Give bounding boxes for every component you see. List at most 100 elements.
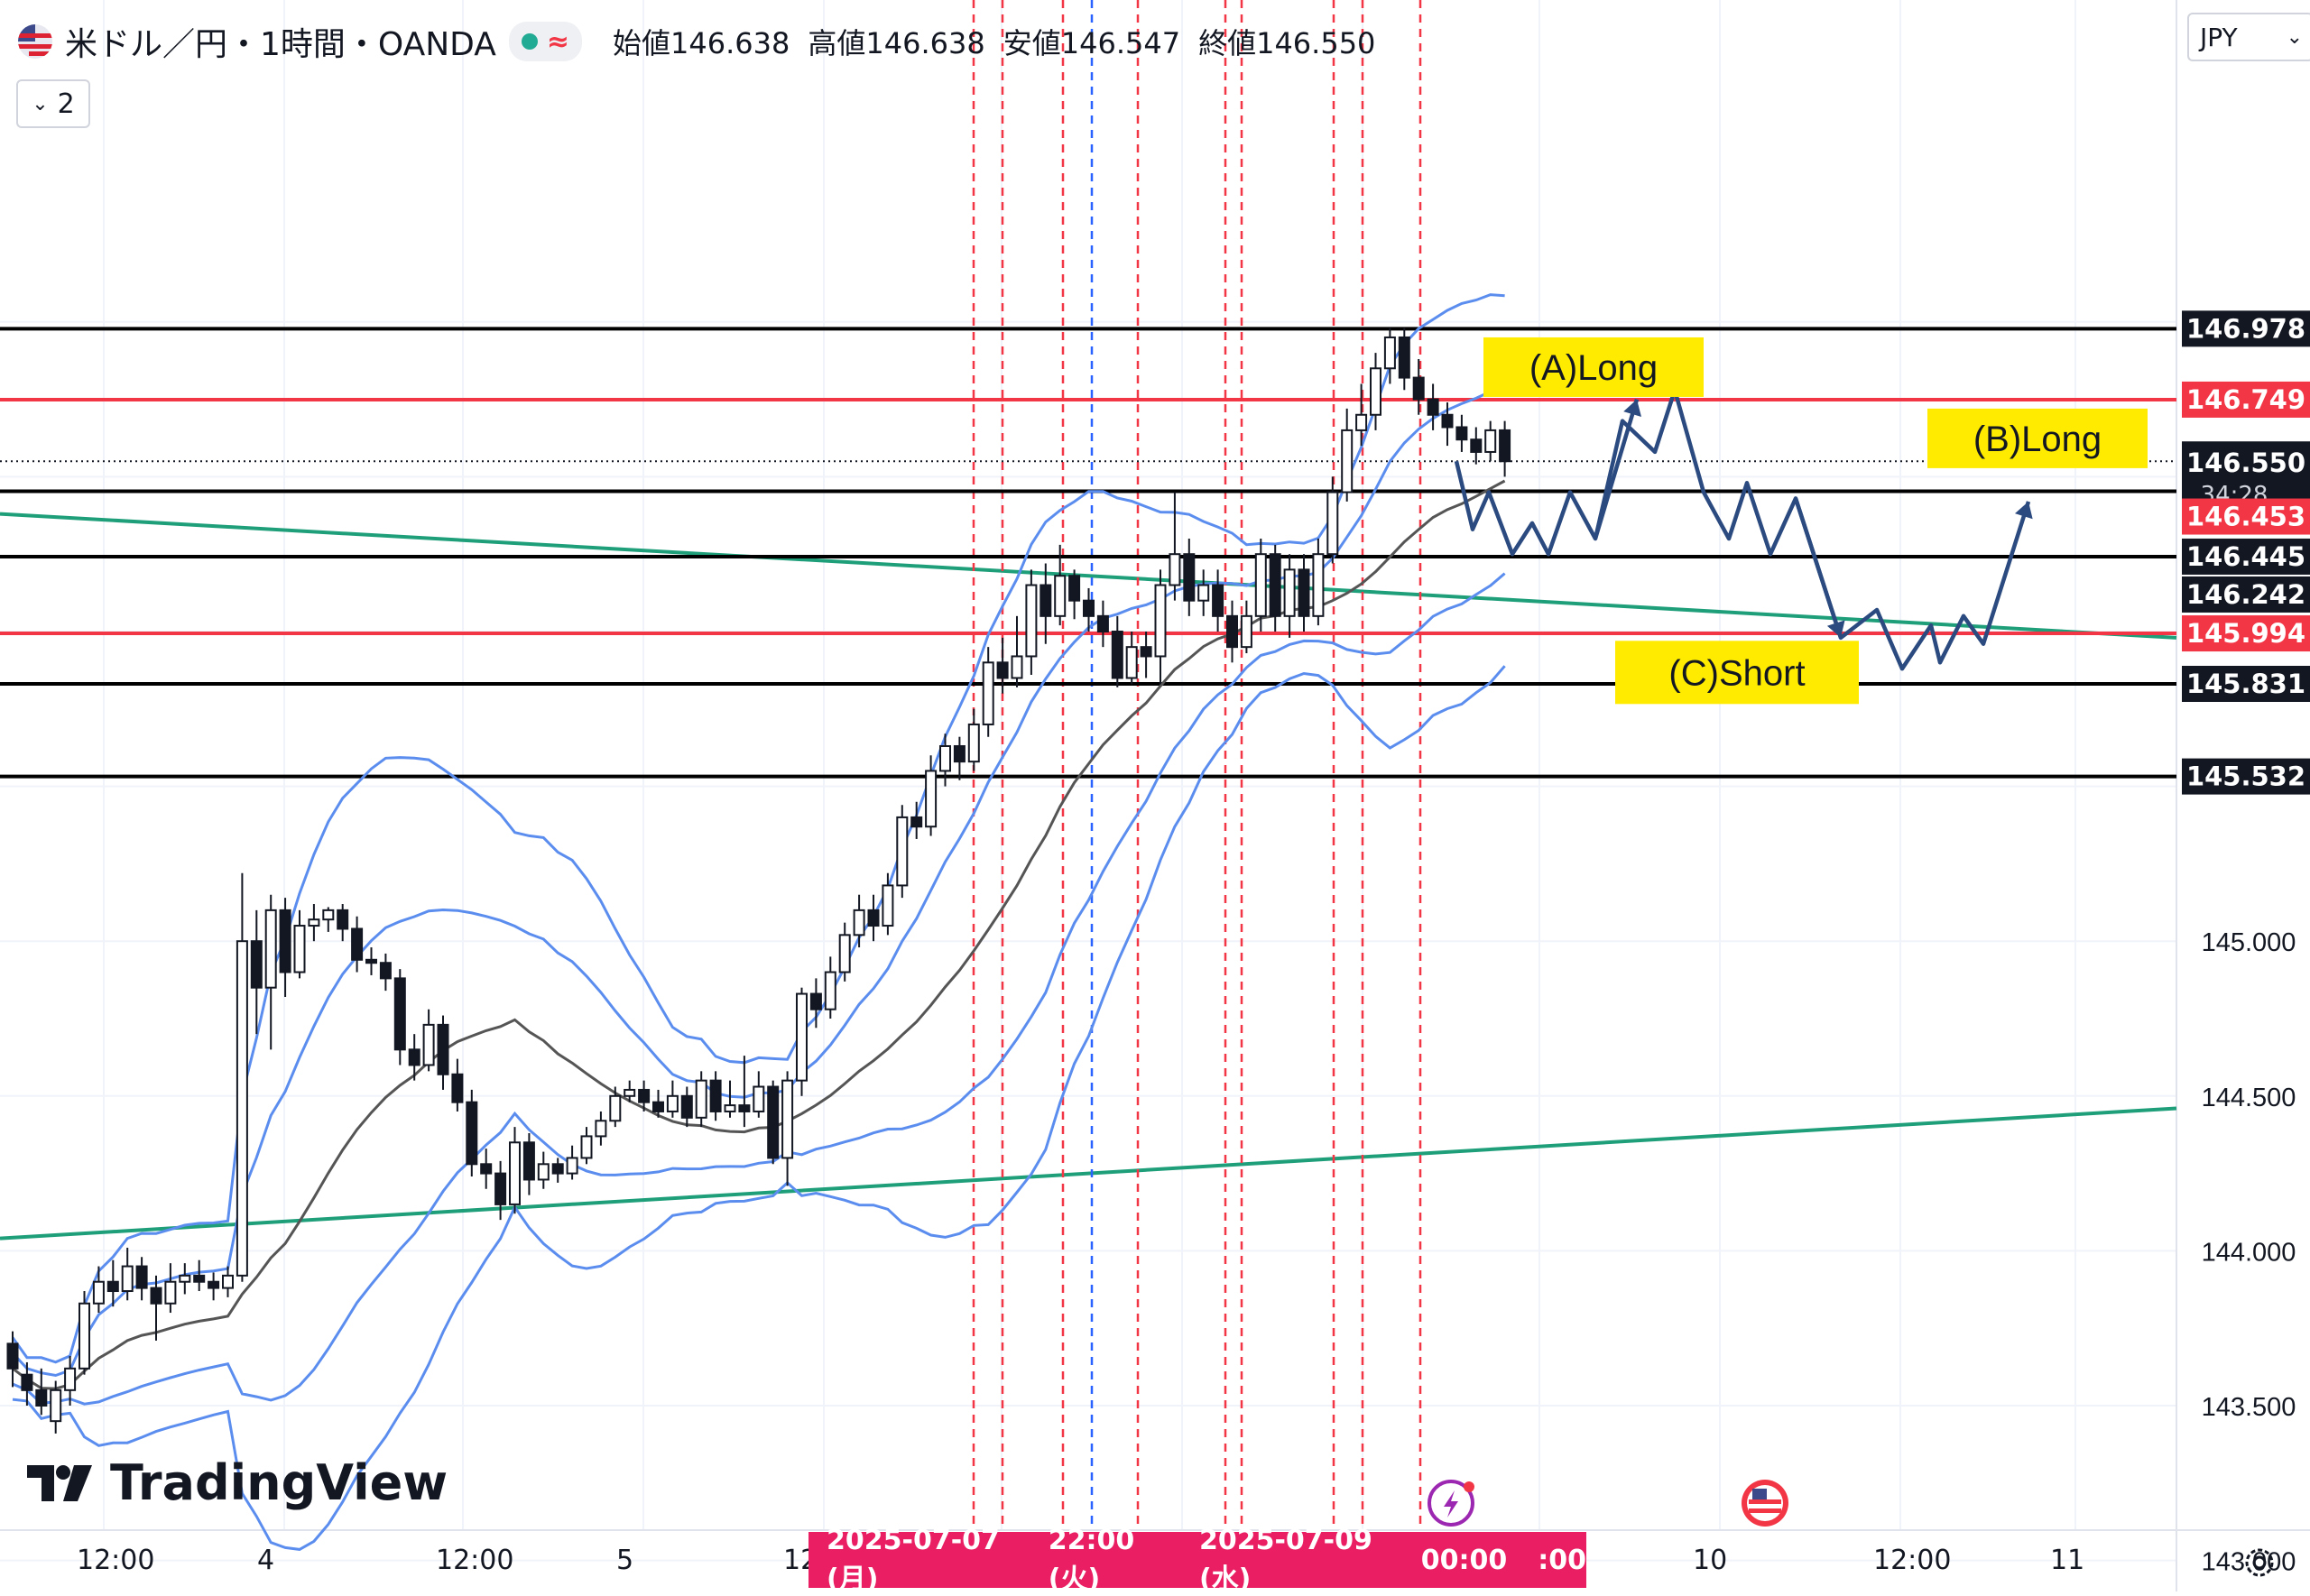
trend-lines (0, 512, 2177, 1241)
candle (867, 894, 880, 942)
candle (1269, 544, 1281, 632)
us-flag-event-icon[interactable] (1742, 1480, 1788, 1527)
ohlc-values: 始値146.638 高値146.638 安値146.547 終値146.550 (613, 21, 1375, 62)
candle (92, 1266, 105, 1314)
extra-price-tag-text: 146.242 (2186, 579, 2305, 610)
price-tick-label: 144.500 (2202, 1084, 2296, 1112)
highlight-price-tag-background (2182, 498, 2310, 535)
candle (1011, 615, 1023, 687)
candle (838, 922, 851, 982)
time-tick-label: 12:00 (77, 1545, 155, 1576)
candle-down (106, 1280, 119, 1293)
candle-down (365, 958, 377, 964)
candle-up (896, 816, 909, 887)
candle (408, 1034, 420, 1081)
price-tick-label: 143.500 (2202, 1393, 2296, 1422)
candle (437, 1015, 449, 1090)
annotation-background (1483, 337, 1704, 397)
candle-up (1125, 646, 1138, 679)
annotation-box: (C)Short (1615, 641, 1859, 705)
candle-down (6, 1342, 19, 1370)
price-tick-label: 143.000 (2202, 1548, 2296, 1577)
candle-up (92, 1280, 105, 1305)
level-price-tag-text: 146.749 (2186, 384, 2305, 415)
candle (64, 1356, 77, 1406)
lightning-event-icon[interactable] (1428, 1480, 1474, 1527)
highlight-price-text: 146.453 (2186, 502, 2305, 532)
candle-up (264, 909, 277, 989)
candle-down (767, 1085, 780, 1159)
highlight-time-3: :00 (1538, 1544, 1586, 1576)
projection-arrow-icon (1826, 620, 1845, 638)
vertical-time-markers (972, 0, 1422, 1530)
candle (1054, 544, 1067, 626)
currency-label: JPY (2200, 22, 2238, 52)
settings-gear-icon[interactable] (2240, 1543, 2279, 1582)
low-label: 安値 (1003, 26, 1061, 60)
time-tick-label: 4 (257, 1545, 275, 1576)
candle (709, 1071, 722, 1121)
candle-up (509, 1141, 521, 1205)
time-tick-label: 10 (1693, 1545, 1728, 1576)
low-value: 146.547 (1060, 26, 1181, 60)
close-value: 146.550 (1256, 26, 1376, 60)
bollinger-band-line (12, 665, 1506, 1551)
symbol-title[interactable]: 米ドル／円・1時間・OANDA (65, 26, 496, 63)
projection-segment (1593, 398, 1640, 540)
candle-down (522, 1141, 535, 1181)
candle-down (1096, 614, 1109, 633)
candle (480, 1149, 493, 1189)
candle-down (1455, 426, 1468, 441)
bollinger-bands (11, 293, 1506, 1551)
annotation-label: (B)Long (1973, 420, 2102, 459)
candle (1499, 420, 1511, 477)
candle (695, 1071, 707, 1128)
highlight-date-1: 2025-07-07 (月) (827, 1524, 1000, 1595)
candle-up (1025, 584, 1038, 658)
candle-down (910, 816, 923, 828)
candle (1455, 414, 1468, 452)
time-tick-label: 12:00 (436, 1545, 514, 1576)
candle (337, 904, 349, 942)
level-price-tag-background (2182, 758, 2310, 795)
candle (6, 1331, 19, 1388)
event-icons[interactable] (1428, 1480, 1788, 1527)
candle-up (164, 1280, 177, 1305)
candle (1025, 569, 1038, 676)
candle (1212, 569, 1224, 632)
candle (753, 1071, 765, 1118)
indicators-toggle-button[interactable]: ⌄ 2 (16, 79, 90, 128)
candle (796, 987, 808, 1096)
level-price-tag-text: 146.445 (2186, 541, 2305, 572)
candle-down (193, 1274, 206, 1283)
current-price-text: 146.550 (2186, 447, 2305, 478)
currency-select[interactable]: JPY ⌄ (2187, 13, 2310, 61)
candle (1040, 563, 1052, 644)
candle-down (337, 909, 349, 930)
candle-up (79, 1302, 90, 1370)
price-axis[interactable]: 145.000 144.500 144.000 143.500 143.000 146.9… (2182, 310, 2310, 1577)
candle (1197, 569, 1210, 616)
candle (422, 1009, 435, 1072)
candle (293, 909, 306, 979)
usd-jpy-flag-icon (18, 24, 52, 59)
candle (1355, 383, 1368, 447)
candle-down (437, 1023, 449, 1075)
candle-down (809, 992, 822, 1010)
candle (466, 1089, 478, 1177)
high-value: 146.638 (865, 26, 985, 60)
candle (982, 647, 994, 737)
candle-down (351, 927, 364, 961)
candle (494, 1160, 507, 1221)
status-pill[interactable]: ≈ (508, 22, 583, 61)
candle-up (222, 1274, 234, 1289)
candle-up (838, 934, 851, 973)
candle (666, 1080, 679, 1118)
annotation-label: (C)Short (1668, 653, 1805, 693)
level-price-tag: 146.749 (2182, 381, 2310, 418)
resistance-trendline (0, 512, 2177, 640)
candle (1169, 492, 1181, 601)
chevron-down-icon: ⌄ (32, 92, 49, 115)
time-tick-label: 12:00 (1873, 1545, 1952, 1576)
